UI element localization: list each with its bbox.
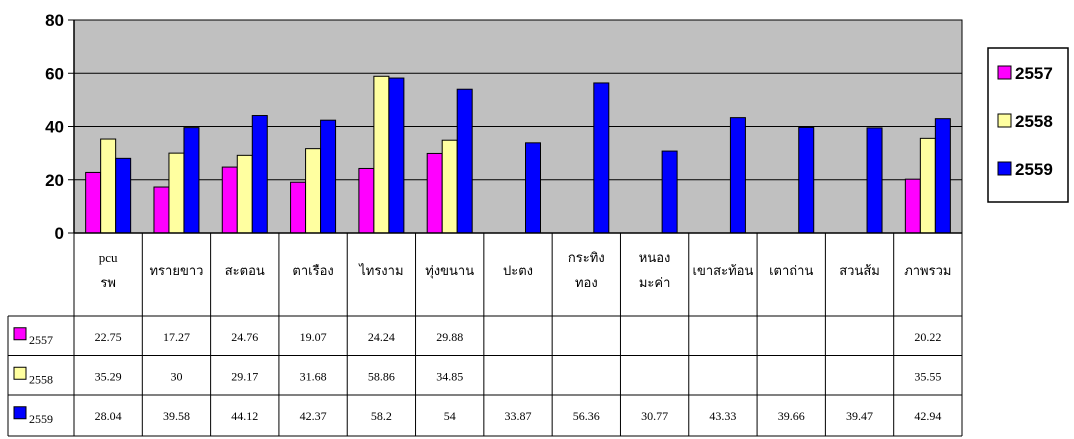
table-cell: 35.55	[914, 369, 941, 383]
table-cell: 58.2	[371, 409, 392, 423]
y-tick-label: 60	[45, 64, 64, 83]
category-label: ตาเรือง	[292, 263, 333, 278]
category-label-line: pcu	[99, 250, 118, 265]
bar-2559	[251, 115, 268, 234]
bar-2558	[305, 148, 322, 234]
bar-2557	[426, 152, 443, 234]
bar-2559	[798, 126, 815, 234]
bar-2557	[358, 167, 375, 234]
bar-2557	[153, 186, 170, 234]
table-cell: 43.33	[709, 409, 736, 423]
bar-2559	[183, 127, 200, 234]
legend-label: 2558	[1015, 112, 1053, 131]
table-cell: 24.24	[368, 330, 395, 344]
table-cell: 39.66	[778, 409, 805, 423]
bar-2559	[115, 157, 132, 234]
table-cell: 33.87	[505, 409, 532, 423]
table-cell: 42.94	[914, 409, 941, 423]
table-key-2559	[13, 406, 27, 420]
category-label: ปะตง	[503, 263, 533, 278]
table-key-2558	[13, 366, 27, 380]
category-label: ทรายขาว	[149, 263, 203, 278]
table-cell: 58.86	[368, 369, 395, 383]
legend-swatch-2557	[997, 65, 1012, 80]
bar-2558	[441, 139, 458, 234]
table-cell: 20.22	[914, 330, 941, 344]
table-cell: 56.36	[573, 409, 600, 423]
bar-2558	[236, 154, 253, 234]
table-cell: 31.68	[300, 369, 327, 383]
bar-2559	[593, 82, 610, 234]
category-label: หนองมะค่า	[639, 250, 671, 290]
bar-2557	[85, 171, 102, 234]
category-label: ไทรงาม	[358, 263, 403, 278]
table-cell: 39.47	[846, 409, 873, 423]
y-tick-label: 20	[45, 171, 64, 190]
bar-2559	[456, 88, 473, 234]
bar-2557	[290, 181, 307, 234]
table-cell: 24.76	[231, 330, 258, 344]
category-label-line: มะค่า	[639, 275, 671, 290]
category-label: เตาถ่าน	[769, 263, 813, 278]
table-cell: 39.58	[163, 409, 190, 423]
category-label: pcu รพ	[99, 250, 118, 290]
legend-label: 2559	[1015, 160, 1053, 179]
category-label: ภาพรวม	[904, 263, 951, 278]
category-label: สวนส้ม	[839, 263, 880, 278]
legend-label: 2557	[1015, 64, 1053, 83]
bar-2558	[919, 137, 936, 234]
bar-2559	[729, 117, 746, 234]
bar-2558	[100, 138, 117, 234]
table-key-2557	[13, 327, 27, 341]
category-label-line: หนอง	[639, 250, 671, 265]
table-cell: 19.07	[300, 330, 327, 344]
legend-swatch-2559	[997, 161, 1012, 176]
table-cell: 54	[444, 409, 456, 423]
category-label-line: ทอง	[575, 275, 598, 290]
bar-2557	[221, 166, 238, 234]
table-cell: 17.27	[163, 330, 190, 344]
table-cell: 30.77	[641, 409, 668, 423]
bar-2559	[388, 77, 405, 234]
bar-2559	[525, 142, 541, 234]
category-label: เขาสะท้อน	[693, 263, 754, 278]
table-cell: 42.37	[300, 409, 327, 423]
table-cell: 22.75	[95, 330, 122, 344]
category-label-line: รพ	[100, 275, 116, 290]
bar-2559	[866, 127, 883, 234]
bar-2557	[904, 178, 921, 234]
table-series-label: 2558	[29, 372, 53, 386]
table-cell: 30	[170, 369, 182, 383]
table-series-label: 2559	[29, 412, 53, 426]
table-cell: 44.12	[231, 409, 258, 423]
table-cell: 34.85	[436, 369, 463, 383]
bar-2559	[661, 150, 678, 234]
category-label: กระทิงทอง	[568, 250, 605, 290]
bar-2559	[934, 118, 951, 234]
bar-2558	[373, 75, 390, 234]
y-tick-label: 80	[45, 11, 64, 30]
legend-swatch-2558	[997, 113, 1012, 128]
table-cell: 29.17	[231, 369, 258, 383]
table-cell: 28.04	[95, 409, 122, 423]
table-cell: 29.88	[436, 330, 463, 344]
category-label: สะตอน	[225, 263, 265, 278]
y-tick-label: 40	[45, 118, 64, 137]
table-series-label: 2557	[29, 333, 53, 347]
category-label: ทุ่งขนาน	[425, 263, 474, 279]
bar-2558	[168, 152, 185, 234]
bar-2559	[320, 119, 337, 234]
y-tick-label: 0	[55, 224, 64, 243]
category-label-line: กระทิง	[568, 250, 605, 265]
table-cell: 35.29	[95, 369, 122, 383]
